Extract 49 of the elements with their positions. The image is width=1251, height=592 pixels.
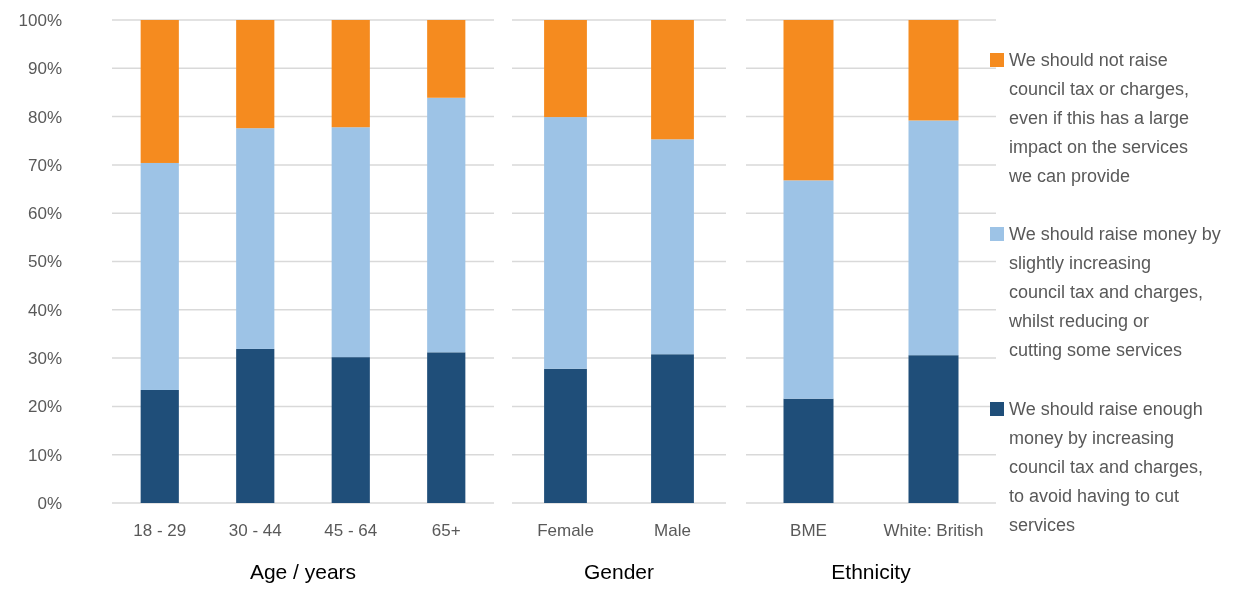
- bar: [140, 162, 179, 390]
- x-axis-title: Age / years: [249, 560, 357, 583]
- bar: [331, 357, 370, 503]
- bar: [908, 355, 959, 503]
- legend-label: We should raise enough money by increasing council tax and charges, to avoid having to cut services: [1009, 399, 1204, 535]
- y-tick-label: 70%: [27, 155, 62, 175]
- y-tick-label: 20%: [27, 397, 62, 417]
- bar: [651, 20, 694, 140]
- legend-label: We should raise money by slightly increasing council tax and charges, whilst reducing or cutting some services: [1008, 224, 1221, 360]
- y-tick-label: 50%: [27, 252, 62, 272]
- bar: [427, 352, 466, 503]
- x-axis-title: Ethnicity: [831, 560, 912, 583]
- y-tick-label: 40%: [27, 300, 62, 320]
- bar: [427, 97, 466, 353]
- x-tick-label: White: British: [883, 521, 984, 540]
- x-tick-label: 45 - 64: [324, 521, 378, 540]
- bar: [140, 389, 179, 503]
- bar: [783, 20, 834, 181]
- bar: [236, 348, 275, 503]
- bar: [544, 20, 587, 118]
- y-tick-label: 30%: [27, 349, 62, 369]
- bar: [908, 20, 959, 121]
- x-tick-label: 18 - 29: [133, 521, 187, 540]
- bar: [331, 20, 370, 128]
- y-tick-label: 90%: [27, 59, 62, 79]
- x-tick-label: BME: [790, 521, 827, 540]
- bar: [331, 127, 370, 358]
- bar: [783, 398, 834, 503]
- legend-label: We should not raise council tax or charges, even if this has a large impact on the services we can provide: [1008, 50, 1190, 186]
- bar: [236, 20, 275, 129]
- bar: [544, 368, 587, 503]
- y-tick-label: 80%: [27, 107, 62, 127]
- x-tick-label: Female: [537, 521, 594, 540]
- bar: [651, 139, 694, 355]
- bar: [651, 354, 694, 503]
- bar: [544, 117, 587, 369]
- bar: [908, 120, 959, 356]
- x-tick-label: 30 - 44: [228, 521, 282, 540]
- bar: [783, 180, 834, 399]
- y-tick-label: 100%: [18, 10, 62, 30]
- y-tick-label: 60%: [27, 204, 62, 224]
- bar: [140, 20, 179, 163]
- y-tick-label: 0%: [37, 493, 62, 513]
- x-axis-title: Gender: [583, 560, 655, 583]
- y-tick-label: 10%: [27, 445, 62, 465]
- x-tick-label: Male: [654, 521, 691, 540]
- x-tick-label: 65+: [431, 521, 461, 540]
- bar: [236, 128, 275, 349]
- bar: [427, 20, 466, 98]
